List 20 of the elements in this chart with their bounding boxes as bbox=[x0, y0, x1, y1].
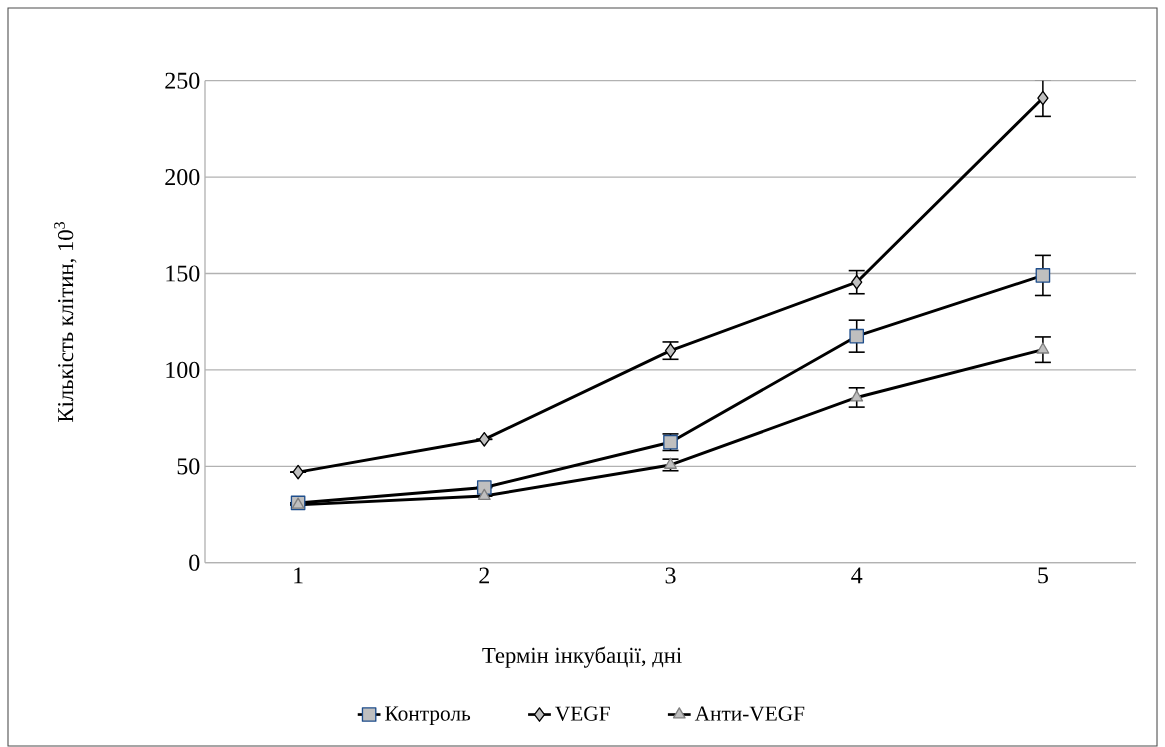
x-tick-label: 3 bbox=[665, 567, 676, 584]
x-tick-label: 2 bbox=[479, 567, 489, 584]
y-tick-label: 100 bbox=[166, 361, 200, 378]
y-tick-label: 250 bbox=[165, 72, 200, 89]
point bbox=[1037, 90, 1049, 106]
legend-label: VEGF bbox=[555, 706, 610, 721]
y-axis-title: Кількість клітин, 10$^{3}$ bbox=[54, 222, 77, 422]
y-tick-label: 0 bbox=[189, 554, 200, 571]
legend-label: Анти-VEGF bbox=[694, 706, 805, 721]
point bbox=[478, 431, 490, 447]
x-tick-label: 5 bbox=[1038, 567, 1048, 584]
x-tick-label: 4 bbox=[851, 567, 863, 584]
point bbox=[851, 274, 863, 290]
y-tick-label: 150 bbox=[166, 265, 200, 282]
x-axis-title: Термін інкубації, дні bbox=[482, 646, 682, 668]
point bbox=[292, 464, 304, 480]
legend-label: Контроль bbox=[385, 706, 471, 726]
x-tick-label: 1 bbox=[294, 567, 303, 584]
y-tick-label: 200 bbox=[165, 169, 200, 186]
y-tick-label: 50 bbox=[177, 458, 200, 475]
